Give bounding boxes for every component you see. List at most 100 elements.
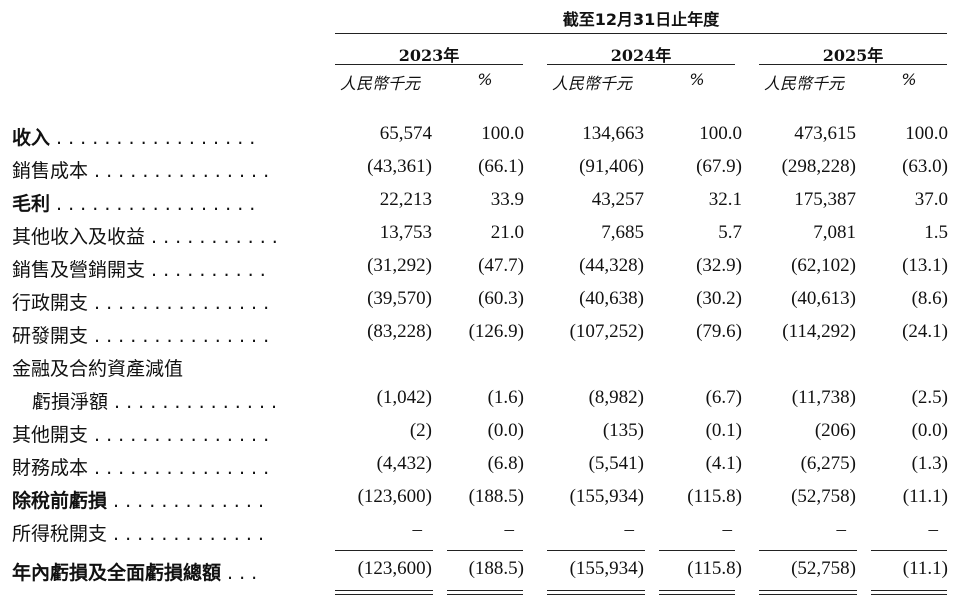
table-row: 除稅前虧損. . . . . . . . . . . . . (123,600) (… xyxy=(0,486,966,519)
cell-amount-2024: (5,541) xyxy=(588,453,644,474)
row-label-text: 銷售成本 xyxy=(12,160,89,182)
cell-amount-2023: (31,292) xyxy=(367,255,432,276)
leader-dots: . . . . . . . . . . . . . . xyxy=(114,391,278,413)
cell-pct-2023: (126.9) xyxy=(468,321,524,342)
table-row: 財務成本. . . . . . . . . . . . . . . (4,432)… xyxy=(0,453,966,486)
cell-pct-2023: 100.0 xyxy=(481,123,524,144)
row-label: 其他收入及收益. . . . . . . . . . . xyxy=(12,222,278,249)
cell-pct-2024: (0.1) xyxy=(705,420,742,441)
total-double-line-6a xyxy=(871,590,947,591)
cell-pct-2024: (67.9) xyxy=(696,156,742,177)
cell-pct-2025: (24.1) xyxy=(902,321,948,342)
table-row: 金融及合約資產減值 xyxy=(0,354,966,387)
table-row: 其他開支. . . . . . . . . . . . . . . (2) (0.0… xyxy=(0,420,966,453)
cell-amount-2023: (43,361) xyxy=(367,156,432,177)
cell-pct-2023: 21.0 xyxy=(490,222,524,243)
cell-pct-2025: (11.1) xyxy=(902,558,948,579)
subtotal-line-1 xyxy=(335,550,433,551)
cell-amount-2024: 134,663 xyxy=(582,123,644,144)
row-label: 行政開支. . . . . . . . . . . . . . . xyxy=(12,288,269,315)
unit-pct-2023: % xyxy=(477,70,493,89)
leader-dots: . . . . . . . . . . . . . . . . . xyxy=(56,127,256,149)
row-label: 金融及合約資產減值 xyxy=(12,354,183,381)
cell-amount-2024: (155,934) xyxy=(569,558,644,579)
row-label: 毛利. . . . . . . . . . . . . . . . . xyxy=(12,189,255,216)
leader-dots: . . . . . . . . . . . . . . . xyxy=(94,325,270,347)
cell-pct-2025: (8.6) xyxy=(911,288,948,309)
unit-pct-2024: % xyxy=(689,70,705,89)
row-label: 銷售及營銷開支. . . . . . . . . . xyxy=(12,255,266,282)
row-label-text: 毛利 xyxy=(12,193,51,215)
leader-dots: . . . . . . . . . . . . . . . xyxy=(94,457,270,479)
cell-pct-2025: (1.3) xyxy=(911,453,948,474)
subtotal-line-2 xyxy=(447,550,523,551)
cell-amount-2023: 13,753 xyxy=(379,222,432,243)
cell-pct-2024: (115.8) xyxy=(687,486,742,507)
row-label: 銷售成本. . . . . . . . . . . . . . . xyxy=(12,156,269,183)
cell-amount-2024: (91,406) xyxy=(579,156,644,177)
row-label-text: 其他開支 xyxy=(12,424,89,446)
subtotal-line-6 xyxy=(871,550,947,551)
cell-pct-2025: (11.1) xyxy=(902,486,948,507)
table-row: 收入. . . . . . . . . . . . . . . . . 65,57… xyxy=(0,123,966,156)
row-label: 收入. . . . . . . . . . . . . . . . . xyxy=(12,123,255,150)
table-row: 虧損淨額. . . . . . . . . . . . . . (1,042) (1… xyxy=(0,387,966,420)
table-row: 所得稅開支. . . . . . . . . . . . . – – – – – – xyxy=(0,519,966,552)
leader-dots: . . . . . . . . . . . . . . . xyxy=(94,424,270,446)
cell-pct-2024: (4.1) xyxy=(705,453,742,474)
cell-pct-2023: (60.3) xyxy=(478,288,524,309)
cell-pct-2024: (6.7) xyxy=(705,387,742,408)
table-row: 行政開支. . . . . . . . . . . . . . . (39,570… xyxy=(0,288,966,321)
subtotal-line-3 xyxy=(547,550,645,551)
leader-dots: . . . . . . . . . . . . . . . xyxy=(94,292,270,314)
cell-pct-2023: (66.1) xyxy=(478,156,524,177)
row-label: 研發開支. . . . . . . . . . . . . . . xyxy=(12,321,269,348)
cell-pct-2024: (30.2) xyxy=(696,288,742,309)
cell-amount-2025: (6,275) xyxy=(800,453,856,474)
cell-amount-2025: 175,387 xyxy=(794,189,856,210)
cell-amount-2023: (1,042) xyxy=(376,387,432,408)
row-label: 除稅前虧損. . . . . . . . . . . . . xyxy=(12,486,264,513)
cell-pct-2024: 32.1 xyxy=(708,189,742,210)
subtotal-line-4 xyxy=(659,550,735,551)
row-label: 其他開支. . . . . . . . . . . . . . . xyxy=(12,420,269,447)
total-double-line-5b xyxy=(759,594,857,595)
cell-amount-2024: (135) xyxy=(602,420,644,441)
cell-amount-2025: (206) xyxy=(814,420,856,441)
cell-amount-2023: (2) xyxy=(409,420,432,441)
cell-pct-2024: 100.0 xyxy=(699,123,742,144)
row-label-text: 年內虧損及全面虧損總額 xyxy=(12,562,222,584)
year-2025: 2025年 xyxy=(822,46,884,65)
cell-pct-2023: (188.5) xyxy=(468,558,524,579)
leader-dots: . . . xyxy=(227,562,258,584)
cell-amount-2025: (114,292) xyxy=(782,321,856,342)
cell-pct-2023: (0.0) xyxy=(487,420,524,441)
cell-amount-2024: – xyxy=(624,519,635,540)
cell-amount-2023: (4,432) xyxy=(376,453,432,474)
unit-amount-2024: 人民幣千元 xyxy=(551,74,632,93)
total-double-line-6b xyxy=(871,594,947,595)
cell-amount-2023: 22,213 xyxy=(379,189,432,210)
year-2023-underline xyxy=(335,64,523,65)
cell-amount-2025: (62,102) xyxy=(791,255,856,276)
table-row: 研發開支. . . . . . . . . . . . . . . (83,228… xyxy=(0,321,966,354)
period-header: 截至12月31日止年度 xyxy=(562,10,720,29)
cell-amount-2023: 65,574 xyxy=(379,123,432,144)
cell-amount-2024: (8,982) xyxy=(588,387,644,408)
row-label-text: 財務成本 xyxy=(12,457,89,479)
table-row: 其他收入及收益. . . . . . . . . . . 13,753 21.0 7,… xyxy=(0,222,966,255)
cell-pct-2024: (79.6) xyxy=(696,321,742,342)
row-label-text: 研發開支 xyxy=(12,325,89,347)
leader-dots: . . . . . . . . . . . . . xyxy=(113,490,265,512)
leader-dots: . . . . . . . . . . . . . . . . . xyxy=(56,193,256,215)
cell-amount-2025: (52,758) xyxy=(791,558,856,579)
row-label: 虧損淨額. . . . . . . . . . . . . . xyxy=(32,387,277,414)
cell-amount-2024: (155,934) xyxy=(569,486,644,507)
cell-amount-2024: (40,638) xyxy=(579,288,644,309)
year-2023: 2023年 xyxy=(398,46,460,65)
cell-pct-2023: (6.8) xyxy=(487,453,524,474)
cell-pct-2025: (13.1) xyxy=(902,255,948,276)
row-label-text: 行政開支 xyxy=(12,292,89,314)
table-row: 毛利. . . . . . . . . . . . . . . . . 22,21… xyxy=(0,189,966,222)
cell-amount-2023: (83,228) xyxy=(367,321,432,342)
